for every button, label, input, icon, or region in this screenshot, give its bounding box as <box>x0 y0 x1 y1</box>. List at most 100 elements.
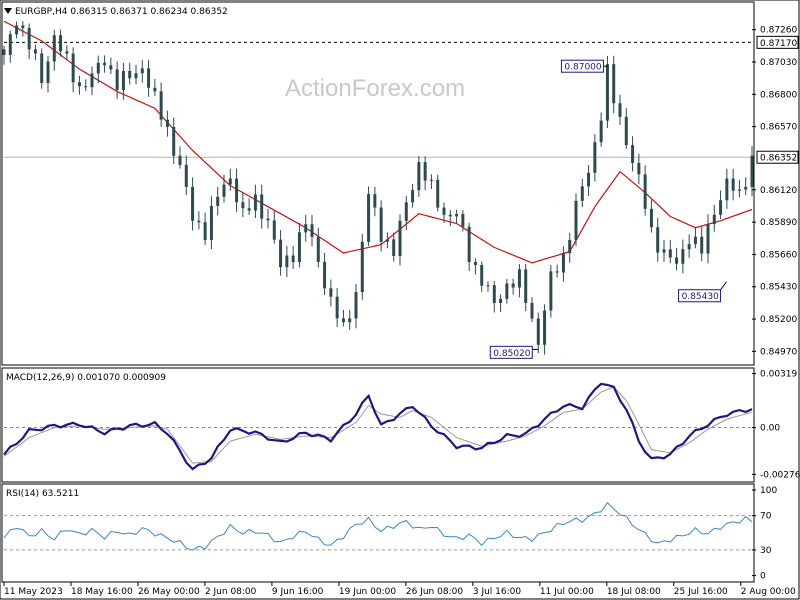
annotation-label: 0.85430 <box>682 292 719 302</box>
macd-pane-title: MACD(12,26,9) 0.001070 0.000909 <box>6 373 166 383</box>
candle-body <box>165 119 169 127</box>
x-tick-label: 26 May 00:00 <box>138 587 200 597</box>
candle-body <box>103 62 107 66</box>
candle-body <box>530 302 534 319</box>
rsi-y-tick-label: 70 <box>760 512 772 522</box>
candle-body <box>693 236 697 245</box>
candle-body <box>197 220 201 223</box>
candle-body <box>656 227 660 253</box>
moving-average-line <box>3 20 753 264</box>
candle-body <box>725 178 729 201</box>
x-tick-label: 11 May 2023 <box>4 587 63 597</box>
candle-body <box>304 224 308 233</box>
candle-body <box>323 261 327 289</box>
candle-body <box>404 202 408 221</box>
candle-body <box>561 253 565 273</box>
candle-body <box>737 189 741 191</box>
resistance-price-label-box <box>756 35 799 49</box>
candle-body <box>291 255 295 263</box>
candle-body <box>486 285 490 287</box>
rsi-y-tick-label: 0 <box>760 572 766 582</box>
candle-body <box>467 226 471 263</box>
candle-body <box>272 220 276 240</box>
candle-body <box>266 218 270 221</box>
annotation-leader <box>720 281 727 291</box>
candle-body <box>373 194 377 208</box>
candle-body <box>649 208 653 228</box>
candle-body <box>329 288 333 297</box>
candle-body <box>505 283 509 299</box>
candle-body <box>65 51 69 54</box>
candle-body <box>543 310 547 345</box>
price-y-tick-label: 0.86800 <box>760 90 797 100</box>
candle-body <box>134 73 138 79</box>
candle-body <box>84 86 88 88</box>
price-y-tick-label: 0.84970 <box>760 347 797 357</box>
x-tick-label: 18 May 16:00 <box>71 587 133 597</box>
price-y-tick-label: 0.85660 <box>760 250 797 260</box>
price-y-tick-label: 0.86120 <box>760 186 797 196</box>
candle-body <box>2 49 6 55</box>
candle-body <box>128 70 132 79</box>
candle-body <box>316 236 320 262</box>
macd-line <box>3 382 753 471</box>
candle-body <box>492 285 496 303</box>
collapse-triangle-icon <box>4 8 12 14</box>
candle-body <box>712 214 716 225</box>
candle-body <box>555 271 559 273</box>
annotation-box <box>678 289 722 303</box>
candle-body <box>90 73 94 88</box>
candle-body <box>624 116 628 146</box>
candle-body <box>191 186 195 221</box>
price-pane-title: EURGBP,H4 0.86315 0.86371 0.86234 0.8635… <box>15 7 228 17</box>
candle-body <box>473 262 477 266</box>
candle-body <box>618 103 622 117</box>
candle-body <box>744 186 748 190</box>
candle-body <box>398 220 402 256</box>
candle-body <box>574 200 578 240</box>
candle-body <box>235 178 239 203</box>
price-y-tick-label: 0.87030 <box>760 58 797 68</box>
candle-body <box>367 194 371 242</box>
price-pane: ActionForex.com 0.87000 0.85430 0.85020 0.… <box>1 1 799 366</box>
candle-body <box>536 318 540 345</box>
candle-body <box>360 241 364 293</box>
candle-body <box>46 61 50 84</box>
candle-body <box>675 257 679 264</box>
candle-body <box>568 239 572 254</box>
rsi-pane: 100 70 30 0 RSI(14) 63.5211 <box>1 483 777 583</box>
candle-body <box>115 69 119 91</box>
candle-body <box>461 214 465 227</box>
candle-body <box>436 179 440 208</box>
price-y-tick-label: 0.87260 <box>760 26 797 36</box>
x-tick-label: 19 Jun 00:00 <box>339 587 396 597</box>
annotation-box <box>489 345 533 359</box>
candle-body <box>27 28 31 50</box>
candle-body <box>33 49 37 54</box>
candle-body <box>700 236 704 254</box>
rsi-pane-title: RSI(14) 63.5211 <box>6 489 79 499</box>
candle-body <box>631 145 635 163</box>
candle-body <box>147 68 151 88</box>
x-tick-label: 18 Jul 08:00 <box>607 587 661 597</box>
candle-body <box>203 222 207 240</box>
candle-body <box>499 298 503 303</box>
x-tick-label: 26 Jun 08:00 <box>406 587 463 597</box>
candle-body <box>706 224 710 254</box>
candle-body <box>392 239 396 256</box>
candle-body <box>681 249 685 264</box>
candle-body <box>153 87 157 92</box>
candle-body <box>668 249 672 258</box>
candle-body <box>580 186 584 201</box>
candle-body <box>178 155 182 165</box>
macd-pane: 0.00319 0.00 -0.002769 MACD(12,26,9) 0.001… <box>1 367 800 483</box>
candle-body <box>637 162 641 175</box>
price-y-tick-label: 0.85200 <box>760 315 797 325</box>
candle-body <box>216 196 220 206</box>
candle-body <box>52 35 56 62</box>
rsi-y-tick-label: 100 <box>760 486 777 496</box>
annotation-label: 0.85020 <box>493 349 530 359</box>
candle-body <box>21 25 25 29</box>
